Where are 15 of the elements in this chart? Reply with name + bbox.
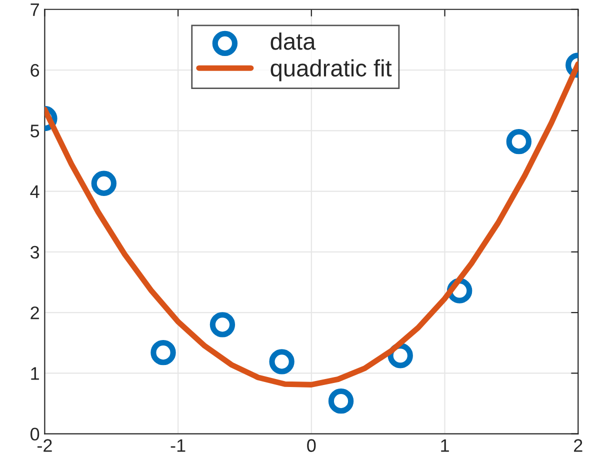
x-tick-label: 2: [574, 439, 582, 452]
legend-label: quadratic fit: [270, 59, 392, 82]
y-tick-label: 6: [30, 64, 40, 77]
x-tick-label: 0: [307, 439, 316, 452]
x-tick-label: 1: [441, 439, 449, 452]
y-tick-label: 0: [30, 428, 40, 441]
legend-label: data: [270, 32, 316, 50]
y-tick-label: 5: [30, 124, 40, 138]
y-tick-label: 7: [30, 4, 39, 16]
y-tick-label: 3: [30, 246, 40, 259]
y-tick-label: 4: [30, 185, 40, 198]
y-tick-label: 1: [31, 367, 39, 380]
x-tick-label: -1: [170, 439, 186, 452]
y-tick-label: 2: [30, 306, 39, 320]
x-tick-label: -2: [37, 439, 52, 452]
